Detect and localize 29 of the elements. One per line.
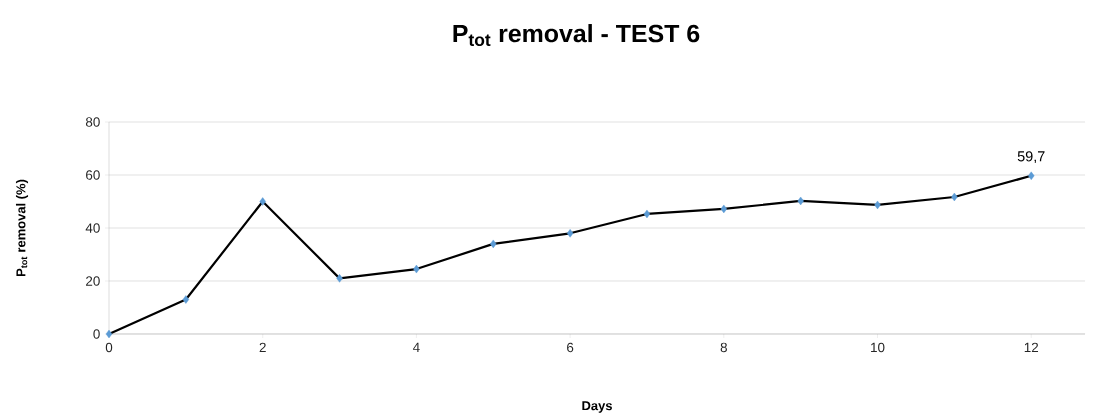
data-label: 59,7	[1017, 151, 1045, 164]
point	[1028, 171, 1035, 180]
point	[182, 295, 190, 304]
point	[643, 209, 651, 219]
x-tick-label: 10	[871, 342, 885, 353]
point	[105, 329, 113, 339]
y-tick-label: 20	[86, 276, 100, 286]
point	[413, 264, 420, 274]
x-tick-label: 4	[412, 342, 420, 352]
point	[336, 274, 343, 283]
point	[951, 192, 958, 202]
point	[490, 239, 497, 249]
point	[720, 204, 728, 214]
y-tick-label: 40	[85, 223, 100, 233]
x-tick-label: 6	[567, 342, 574, 353]
y-tick-label: 60	[86, 170, 100, 180]
point	[566, 229, 574, 238]
x-tick-label: 8	[720, 342, 727, 353]
y-tick-label: 80	[85, 117, 100, 127]
x-tick-label: 2	[259, 342, 266, 353]
x-tick-label: 0	[105, 342, 113, 353]
y-axis-title: P$_{tot}$ removal (%)	[15, 179, 29, 276]
point	[259, 197, 266, 206]
y-tick-label: 0	[93, 329, 100, 339]
point	[874, 200, 881, 210]
chart-title: P$_{tot}$ removal - TEST 6	[453, 24, 700, 46]
x-axis-title: Days	[582, 401, 612, 413]
point	[797, 196, 804, 206]
x-tick-label: 12	[1024, 342, 1039, 353]
